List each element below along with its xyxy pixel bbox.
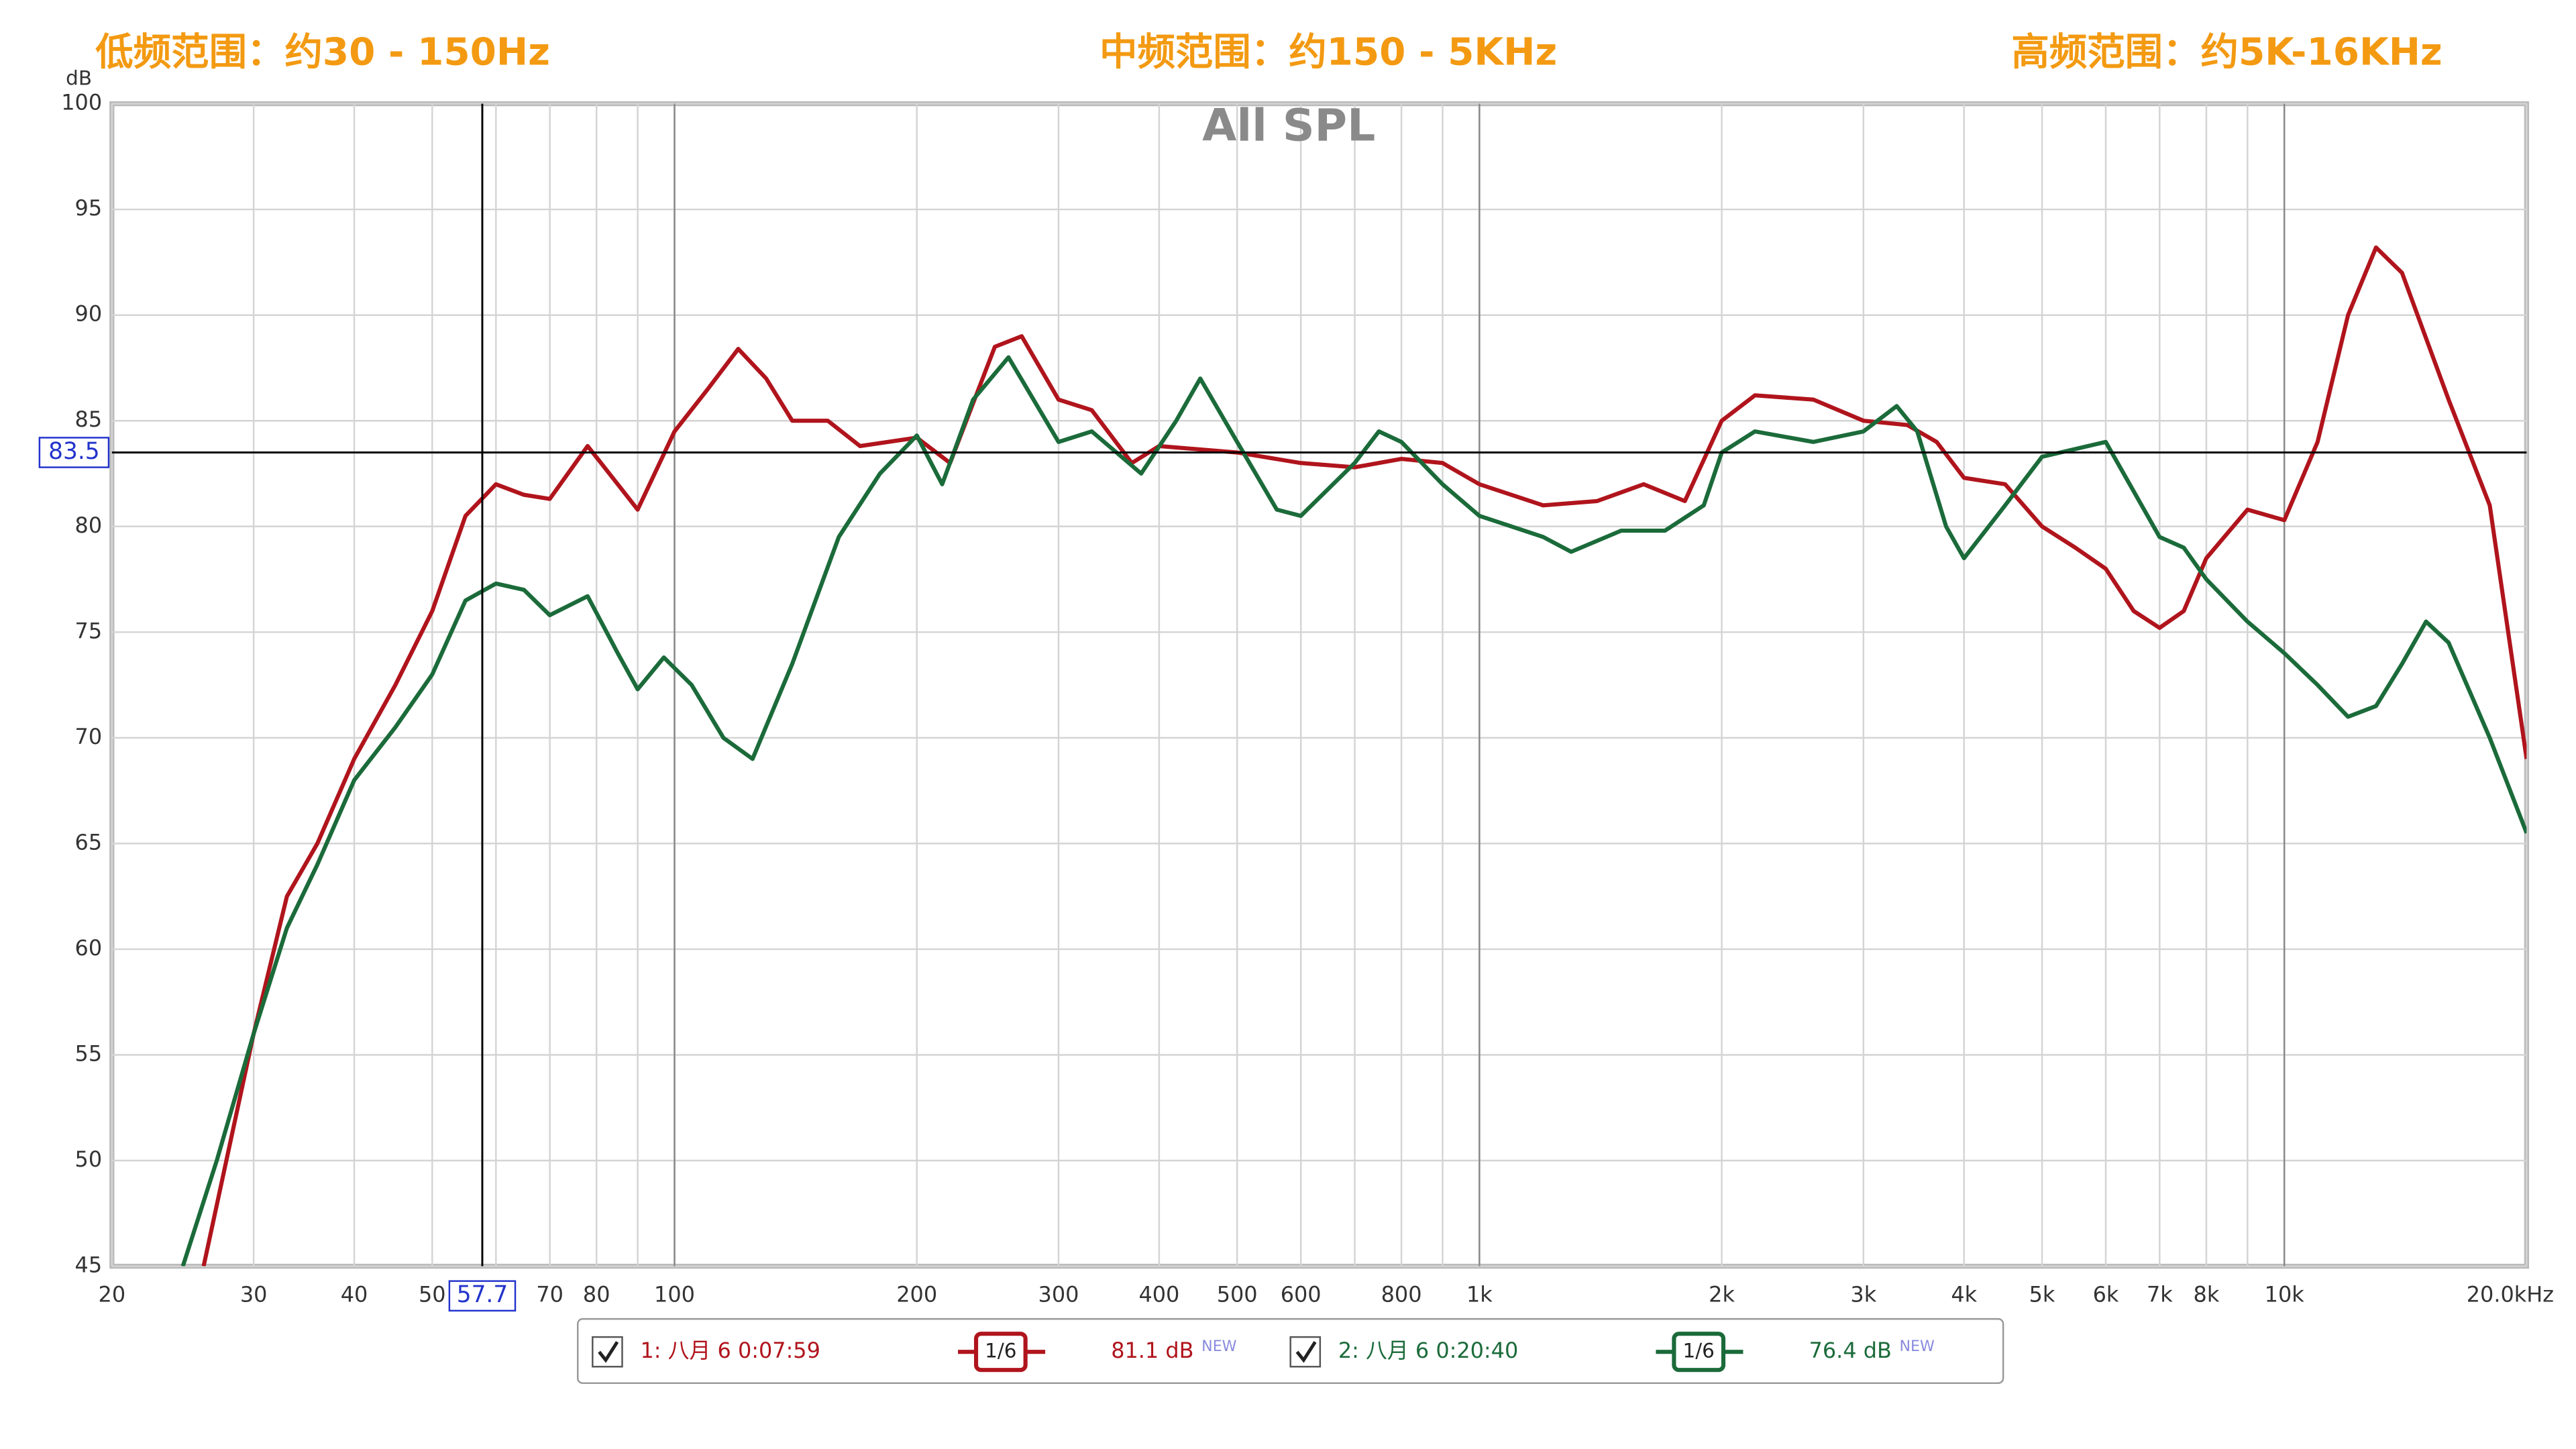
x-tick-label: 20.0kHz (2467, 1282, 2554, 1307)
smoothing-label: 1/6 (1683, 1340, 1715, 1362)
x-tick-label: 50 (419, 1282, 446, 1307)
cursor-x-label: 57.7 (457, 1281, 508, 1308)
legend-check (598, 1341, 619, 1363)
x-tick-label: 70 (536, 1282, 564, 1307)
x-tick-label: 3k (1850, 1282, 1876, 1307)
x-tick-label: 300 (1038, 1282, 1079, 1307)
plot-frame (109, 101, 2530, 1269)
y-tick-label: 45 (75, 1252, 103, 1278)
legend-checkbox[interactable] (592, 1336, 623, 1368)
legend-level-tag: NEW (1201, 1338, 1236, 1355)
smoothing-label: 1/6 (985, 1340, 1016, 1362)
x-tick-label: 500 (1217, 1282, 1258, 1307)
legend-level-tag: NEW (1900, 1338, 1935, 1355)
annotation: 低频范围：约30 - 150Hz (95, 31, 550, 74)
y-tick-label: 80 (75, 513, 103, 538)
smoothing-box[interactable] (973, 1332, 1028, 1373)
x-tick-label: 5k (2029, 1282, 2055, 1307)
legend-level: 81.1 dB (1111, 1338, 1193, 1363)
cursor-y-label: 83.5 (48, 438, 99, 465)
legend-level: 76.4 dB (1809, 1338, 1892, 1363)
legend-name: 1: 八月 6 0:07:59 (640, 1338, 820, 1363)
legend-name: 2: 八月 6 0:20:40 (1338, 1338, 1518, 1363)
y-tick-label: 55 (75, 1040, 103, 1066)
y-tick-label: 75 (75, 618, 103, 643)
y-tick-label: 85 (75, 407, 103, 432)
smoothing-box[interactable] (1672, 1332, 1726, 1373)
cursor-x-box (448, 1280, 517, 1312)
x-tick-label: 4k (1951, 1282, 1977, 1307)
x-tick-label: 200 (896, 1282, 937, 1307)
grid: 45 50 55 60 65 70 75 80 85 90 95 100 20 30 40 50 70 80 100… (61, 90, 2554, 1307)
x-tick-label: 800 (1381, 1282, 1422, 1307)
x-tick-label: 80 (583, 1282, 610, 1307)
y-tick-label: 50 (75, 1146, 103, 1172)
curve (180, 355, 2527, 1267)
x-tick-label: 600 (1281, 1282, 1322, 1307)
x-tick-label: 20 (99, 1282, 126, 1307)
cursor-y-box (38, 437, 110, 468)
annotation: 中频范围：约150 - 5KHz (1099, 31, 1557, 74)
legend: 1: 八月 6 0:07:59 1/6 81.1 dB NEW 2: 八月 6 0:20… (577, 1318, 2004, 1385)
x-tick-label: 100 (654, 1282, 695, 1307)
x-tick-label: 8k (2194, 1282, 2220, 1307)
legend-check (1295, 1341, 1317, 1363)
x-tick-label: 7k (2147, 1282, 2173, 1307)
annotation: 高频范围：约5K-16KHz (2011, 31, 2442, 74)
y-axis-label: dB (66, 66, 92, 89)
x-tick-label: 6k (2093, 1282, 2119, 1307)
y-tick-label: 100 (61, 90, 102, 115)
curve (201, 245, 2527, 1267)
curves: 83.5 57.7 (38, 103, 2527, 1312)
y-tick-label: 95 (75, 195, 103, 221)
x-tick-label: 1k (1466, 1282, 1493, 1307)
x-tick-label: 400 (1138, 1282, 1179, 1307)
y-tick-label: 90 (75, 301, 103, 327)
x-tick-label: 40 (341, 1282, 368, 1307)
y-tick-label: 70 (75, 724, 103, 749)
x-tick-label: 2k (1709, 1282, 1735, 1307)
x-tick-label: 10k (2265, 1282, 2305, 1307)
y-tick-label: 60 (75, 935, 103, 961)
y-tick-label: 65 (75, 829, 103, 855)
x-tick-label: 30 (240, 1282, 268, 1307)
chart-title: All SPL (1202, 99, 1375, 152)
legend-checkbox[interactable] (1289, 1336, 1322, 1368)
